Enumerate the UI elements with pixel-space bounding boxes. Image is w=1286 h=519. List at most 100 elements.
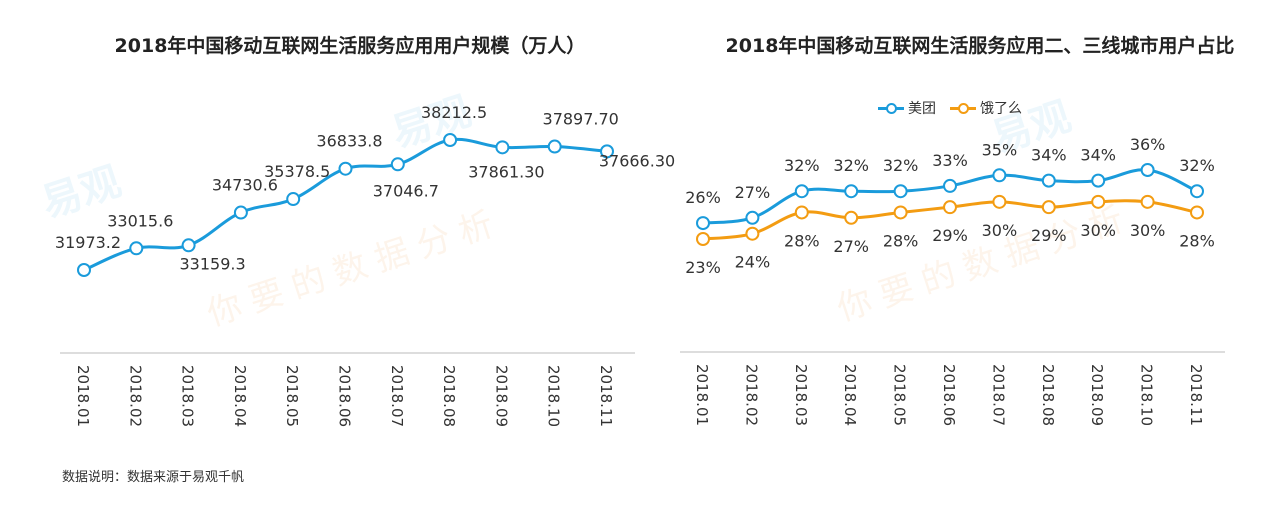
- legend-label-eleme: 饿了么: [980, 101, 1022, 117]
- data-point: [1190, 184, 1204, 199]
- x-tick-label: 2018.10: [1138, 364, 1156, 426]
- x-tick-label: 2018.07: [388, 365, 406, 427]
- data-label: 37046.7: [373, 181, 439, 200]
- data-point: [844, 210, 859, 225]
- x-tick-label: 2018.01: [74, 365, 92, 427]
- data-label: 29%: [1031, 226, 1067, 245]
- data-point: [992, 194, 1007, 209]
- data-label: 37666.30: [599, 151, 675, 170]
- data-label: 32%: [833, 156, 869, 175]
- data-label: 27%: [833, 237, 869, 256]
- data-label: 35378.5: [264, 162, 330, 181]
- data-point: [1190, 205, 1204, 220]
- data-point: [794, 205, 809, 220]
- data-point: [1140, 194, 1155, 209]
- data-label: 32%: [883, 156, 919, 175]
- data-point: [181, 238, 196, 253]
- data-label: 34%: [1031, 146, 1067, 165]
- data-point: [696, 232, 710, 246]
- legend-item-meituan: 美团: [878, 98, 936, 118]
- data-label: 33159.3: [180, 254, 246, 273]
- x-tick-label: 2018.08: [1039, 364, 1057, 426]
- data-label: 24%: [735, 253, 771, 272]
- x-tick-label: 2018.06: [940, 364, 958, 426]
- data-label: 37897.70: [543, 110, 619, 129]
- data-point: [1041, 173, 1056, 188]
- left-chart-plot: 2018.01 2018.02 2018.03 2018.04 2018.05 2018.…: [55, 103, 675, 427]
- x-tick-label: 2018.08: [440, 365, 458, 427]
- data-label: 36833.8: [316, 132, 382, 151]
- x-tick-label: 2018.02: [742, 364, 760, 426]
- data-point: [1091, 173, 1106, 188]
- data-label: 32%: [784, 156, 820, 175]
- data-label: 27%: [735, 183, 771, 202]
- x-tick-label: 2018.05: [283, 365, 301, 427]
- right-chart-legend: 美团 饿了么: [878, 98, 1022, 118]
- data-point: [77, 263, 91, 277]
- x-tick-label: 2018.11: [597, 365, 615, 427]
- data-label: 28%: [1179, 231, 1215, 250]
- data-point: [893, 184, 908, 199]
- legend-swatch-meituan: [878, 102, 904, 114]
- data-point: [338, 161, 353, 176]
- series-line-0: [702, 168, 1198, 225]
- footnote: 数据说明：数据来源于易观千帆: [62, 470, 245, 485]
- data-point: [943, 200, 957, 215]
- data-label: 31973.2: [55, 233, 121, 252]
- data-label: 37861.30: [468, 162, 544, 181]
- data-label: 38212.5: [421, 103, 487, 122]
- data-label: 33%: [932, 151, 968, 170]
- data-point: [495, 140, 510, 155]
- right-chart-panel: 易观 你要的数据分析 2018年中国移动互联网生活服务应用二、三线城市用户占比 …: [660, 0, 1286, 460]
- series-line-0: [83, 137, 608, 272]
- data-point: [844, 184, 859, 199]
- data-point: [745, 226, 760, 241]
- data-point: [893, 205, 908, 220]
- x-tick-label: 2018.03: [179, 365, 197, 427]
- x-tick-label: 2018.09: [492, 365, 510, 427]
- data-label: 34%: [1080, 146, 1116, 165]
- right-chart-plot: 2018.01 2018.02 2018.03 2018.04 2018.05 2018.…: [680, 135, 1225, 426]
- data-point: [600, 144, 614, 159]
- data-point: [233, 205, 248, 220]
- data-point: [696, 216, 710, 231]
- x-tick-label: 2018.06: [336, 365, 354, 427]
- x-tick-label: 2018.10: [545, 365, 563, 427]
- data-point: [286, 192, 301, 207]
- data-point: [943, 178, 957, 193]
- x-tick-label: 2018.03: [792, 364, 810, 426]
- right-chart-title: 2018年中国移动互联网生活服务应用二、三线城市用户占比: [725, 35, 1235, 57]
- data-point: [547, 139, 562, 154]
- x-tick-label: 2018.07: [989, 364, 1007, 426]
- data-label: 33015.6: [107, 211, 173, 230]
- x-tick-label: 2018.04: [231, 365, 249, 427]
- x-tick-label: 2018.11: [1187, 364, 1205, 426]
- data-label: 29%: [932, 226, 968, 245]
- data-label: 30%: [1130, 221, 1166, 240]
- data-label: 32%: [1179, 156, 1215, 175]
- data-label: 26%: [685, 188, 721, 207]
- data-label: 36%: [1130, 135, 1166, 154]
- legend-label-meituan: 美团: [908, 101, 936, 117]
- data-label: 28%: [784, 231, 820, 250]
- data-point: [1091, 194, 1106, 209]
- x-tick-label: 2018.05: [891, 364, 909, 426]
- data-point: [390, 157, 405, 172]
- data-label: 35%: [982, 140, 1018, 159]
- x-tick-label: 2018.02: [126, 365, 144, 427]
- legend-swatch-eleme: [950, 102, 976, 114]
- data-point: [1041, 200, 1056, 215]
- x-tick-label: 2018.04: [841, 364, 859, 426]
- data-point: [992, 168, 1007, 183]
- left-chart-title: 2018年中国移动互联网生活服务应用用户规模（万人）: [114, 35, 586, 57]
- data-label: 34730.6: [212, 176, 278, 195]
- data-label: 30%: [1080, 221, 1116, 240]
- data-label: 28%: [883, 231, 919, 250]
- x-tick-label: 2018.09: [1088, 364, 1106, 426]
- data-label: 30%: [982, 221, 1018, 240]
- data-point: [129, 241, 144, 256]
- data-point: [1140, 163, 1155, 177]
- data-point: [794, 184, 809, 199]
- data-label: 23%: [685, 258, 721, 277]
- legend-item-eleme: 饿了么: [950, 98, 1022, 118]
